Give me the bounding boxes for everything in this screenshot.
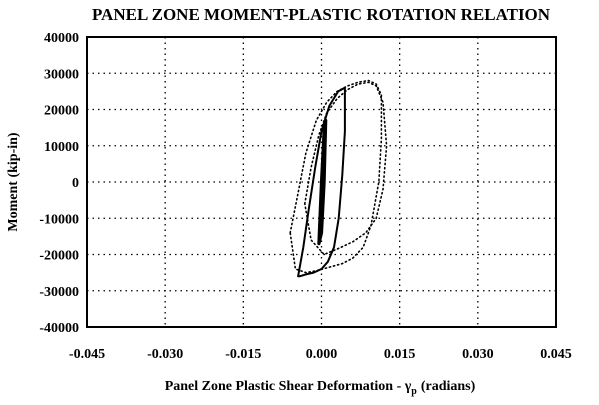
y-tick-label: 0	[72, 176, 79, 191]
x-axis-title-subscript: p	[411, 386, 417, 397]
y-tick-label: 40000	[44, 31, 79, 46]
grid	[87, 37, 556, 327]
plot-frame	[86, 36, 557, 328]
x-tick-label: 0.030	[462, 347, 494, 362]
x-tick-label: 0.015	[384, 347, 416, 362]
x-axis-title-main: Panel Zone Plastic Shear Deformation - γ	[165, 379, 412, 394]
x-tick-label: -0.030	[147, 347, 183, 362]
y-tick-label: -40000	[39, 321, 79, 336]
x-tick-label: 0.045	[540, 347, 572, 362]
y-axis-title: Moment (kip-in)	[6, 132, 21, 232]
y-tick-label: -20000	[39, 249, 79, 264]
x-tick-label: -0.045	[69, 347, 105, 362]
y-tick-labels: 40000 30000 20000 10000 0 -10000 -20000 -30000 -…	[39, 31, 79, 336]
series-layer	[289, 79, 388, 278]
x-tick-labels: -0.045 -0.030 -0.015 0.000 0.015 0.030 0.045	[69, 347, 572, 362]
y-tick-label: 20000	[44, 104, 79, 119]
x-tick-label: 0.000	[306, 347, 338, 362]
series-3-line	[289, 79, 383, 274]
chart-title: PANEL ZONE MOMENT-PLASTIC ROTATION RELAT…	[92, 5, 551, 24]
series-2-line	[317, 118, 328, 246]
y-tick-label: -10000	[39, 212, 79, 227]
x-tick-label: -0.015	[225, 347, 261, 362]
x-axis-title: Panel Zone Plastic Shear Deformation - γ…	[165, 379, 476, 397]
y-tick-label: 10000	[44, 140, 79, 155]
y-tick-label: -30000	[39, 285, 79, 300]
x-axis-title-unit: (radians)	[421, 379, 476, 394]
series-4-line	[303, 81, 388, 256]
y-tick-label: 30000	[44, 67, 79, 82]
series-1-line	[297, 86, 346, 278]
